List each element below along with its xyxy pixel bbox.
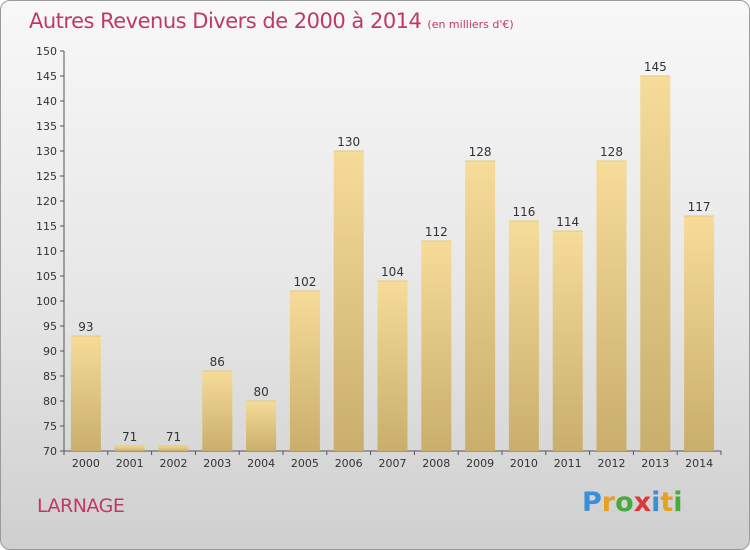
x-tick-label-2000: 2000 bbox=[72, 457, 100, 470]
x-tick-label-2003: 2003 bbox=[203, 457, 231, 470]
x-tick-label-2010: 2010 bbox=[510, 457, 538, 470]
y-tick-label: 130 bbox=[36, 145, 57, 158]
y-tick-label: 120 bbox=[36, 195, 57, 208]
y-tick-label: 105 bbox=[36, 270, 57, 283]
logo-letter: i bbox=[651, 487, 661, 518]
commune-name: LARNAGE bbox=[37, 495, 125, 517]
y-tick-label: 90 bbox=[43, 345, 57, 358]
title-unit: (en milliers d'€) bbox=[427, 18, 514, 31]
bars bbox=[70, 75, 715, 451]
value-label-2011: 114 bbox=[556, 215, 579, 229]
x-tick-label-2012: 2012 bbox=[598, 457, 626, 470]
bar-2013 bbox=[640, 76, 671, 451]
value-label-2003: 86 bbox=[210, 355, 225, 369]
y-tick-label: 115 bbox=[36, 220, 57, 233]
value-label-2002: 71 bbox=[166, 430, 181, 444]
bar-2014 bbox=[684, 216, 715, 451]
value-label-2009: 128 bbox=[469, 145, 492, 159]
x-tick-label-2007: 2007 bbox=[379, 457, 407, 470]
y-tick-label: 85 bbox=[43, 370, 57, 383]
y-tick-label: 145 bbox=[36, 70, 57, 83]
y-tick-label: 140 bbox=[36, 95, 57, 108]
x-tick-label-2001: 2001 bbox=[116, 457, 144, 470]
value-label-2004: 80 bbox=[253, 385, 268, 399]
value-label-2005: 102 bbox=[293, 275, 316, 289]
x-tick-label-2009: 2009 bbox=[466, 457, 494, 470]
x-tick-label-2013: 2013 bbox=[641, 457, 669, 470]
bar-2008 bbox=[421, 241, 452, 451]
logo-letter: i bbox=[673, 487, 683, 518]
x-tick-label-2002: 2002 bbox=[160, 457, 188, 470]
y-tick-label: 95 bbox=[43, 320, 57, 333]
value-label-2014: 117 bbox=[688, 200, 711, 214]
bar-2012 bbox=[596, 161, 627, 451]
y-tick-label: 100 bbox=[36, 295, 57, 308]
logo-letter: r bbox=[601, 487, 616, 518]
chart-title: Autres Revenus Divers de 2000 à 2014 (en … bbox=[29, 9, 514, 33]
y-tick-label: 125 bbox=[36, 170, 57, 183]
logo-letter: o bbox=[615, 487, 634, 518]
title-text: Autres Revenus Divers de 2000 à 2014 bbox=[29, 9, 422, 33]
bar-2006 bbox=[333, 151, 364, 451]
x-tick-label-2014: 2014 bbox=[685, 457, 713, 470]
logo-letter: P bbox=[582, 487, 602, 518]
value-label-2000: 93 bbox=[78, 320, 93, 334]
x-tick-label-2005: 2005 bbox=[291, 457, 319, 470]
y-tick-label: 135 bbox=[36, 120, 57, 133]
logo-letter: x bbox=[633, 487, 652, 518]
bar-2003 bbox=[202, 371, 233, 451]
data-labels: 93 2000 71 2001 71 2002 86 2003 80 2004 102 2005 130… bbox=[72, 60, 713, 470]
y-tick-label: 80 bbox=[43, 395, 57, 408]
bar-2005 bbox=[289, 291, 320, 451]
axes: 70 75 80 85 90 95 100 105 110 115 120 125 130 135 140 1… bbox=[36, 45, 722, 458]
x-tick-label-2004: 2004 bbox=[247, 457, 275, 470]
bar-2009 bbox=[465, 161, 496, 451]
x-tick-label-2011: 2011 bbox=[554, 457, 582, 470]
x-tick-label-2006: 2006 bbox=[335, 457, 363, 470]
y-tick-label: 110 bbox=[36, 245, 57, 258]
value-label-2001: 71 bbox=[122, 430, 137, 444]
logo-letter: t bbox=[660, 487, 674, 518]
bar-2011 bbox=[552, 231, 583, 451]
bar-2002 bbox=[158, 446, 189, 451]
value-label-2010: 116 bbox=[512, 205, 535, 219]
bar-2000 bbox=[70, 336, 101, 451]
value-label-2006: 130 bbox=[337, 135, 360, 149]
bar-2001 bbox=[114, 446, 145, 451]
proxiti-logo: Proxiti bbox=[582, 487, 683, 518]
y-tick-label: 75 bbox=[43, 420, 57, 433]
value-label-2007: 104 bbox=[381, 265, 404, 279]
bar-2007 bbox=[377, 281, 408, 451]
y-tick-label: 70 bbox=[43, 445, 57, 458]
bar-2004 bbox=[246, 401, 277, 451]
value-label-2013: 145 bbox=[644, 60, 667, 74]
value-label-2012: 128 bbox=[600, 145, 623, 159]
x-tick-label-2008: 2008 bbox=[422, 457, 450, 470]
y-tick-label: 150 bbox=[36, 45, 57, 58]
bar-2010 bbox=[508, 221, 539, 451]
value-label-2008: 112 bbox=[425, 225, 448, 239]
